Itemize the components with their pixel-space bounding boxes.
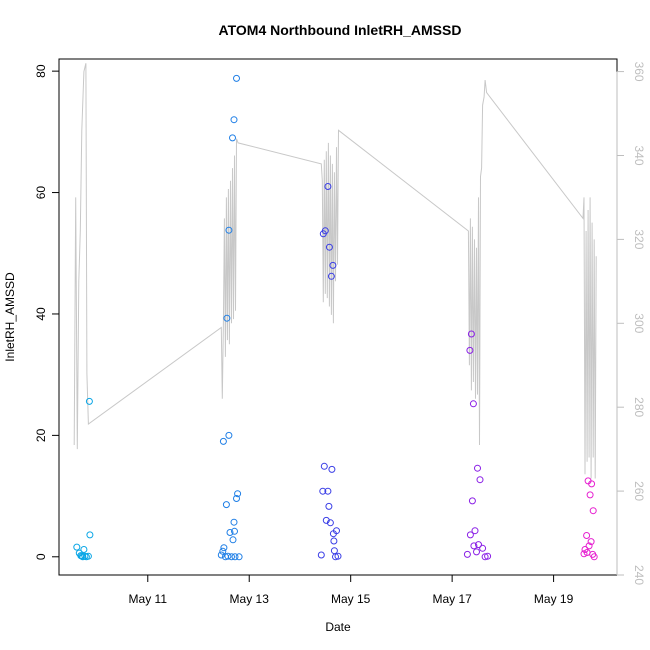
data-point: [586, 491, 594, 499]
y2-tick-label: 320: [632, 229, 646, 249]
data-point: [589, 507, 597, 515]
data-point: [325, 243, 333, 251]
data-point: [235, 553, 243, 561]
data-point: [219, 437, 227, 445]
data-point: [220, 544, 228, 552]
data-point: [468, 497, 476, 505]
data-point: [73, 543, 81, 551]
y2-tick-label: 260: [632, 481, 646, 501]
data-point: [330, 537, 338, 545]
data-point: [467, 330, 475, 338]
y-tick-label: 0: [34, 553, 48, 560]
data-point: [80, 546, 88, 553]
point-layer: [73, 74, 598, 561]
x-tick-label: May 11: [129, 592, 168, 606]
x-tick-label: May 17: [432, 592, 472, 606]
data-point: [225, 431, 233, 439]
data-point: [334, 552, 342, 560]
data-point: [224, 552, 232, 560]
chart-title: ATOM4 Northbound InletRH_AMSSD: [219, 22, 462, 38]
data-point: [85, 397, 93, 405]
series-line: [73, 63, 597, 479]
y-tick-label: 80: [34, 64, 48, 78]
data-point: [229, 536, 237, 544]
data-point: [469, 400, 477, 408]
data-point: [324, 183, 332, 190]
data-point: [321, 227, 329, 235]
data-point: [329, 530, 337, 538]
data-point: [223, 314, 231, 322]
data-point: [231, 527, 238, 535]
data-point: [319, 487, 327, 495]
data-point: [474, 464, 481, 472]
data-point: [589, 550, 597, 558]
y-axis-label: InletRH_AMSSD: [3, 272, 17, 362]
data-point: [585, 542, 593, 550]
data-point: [325, 502, 333, 510]
y2-tick-label: 300: [632, 313, 646, 333]
y-tick-label: 20: [34, 428, 48, 442]
y-tick-label: 60: [34, 186, 48, 200]
data-point: [320, 462, 328, 470]
data-point: [225, 226, 233, 234]
data-point: [228, 553, 235, 561]
y2-tick-label: 280: [632, 397, 646, 417]
data-point: [234, 490, 242, 498]
data-point: [219, 547, 227, 555]
data-point: [479, 544, 487, 552]
y2-tick-label: 340: [632, 145, 646, 165]
y-axis-right: 240 260 280 300 320 340 360: [616, 62, 646, 585]
x-axis-label: Date: [325, 620, 351, 634]
data-point: [231, 553, 239, 561]
data-point: [329, 261, 337, 269]
data-point: [588, 480, 596, 488]
x-tick-label: May 13: [230, 592, 270, 606]
data-point: [230, 518, 238, 526]
data-point: [324, 487, 332, 495]
data-point: [230, 116, 238, 124]
data-point: [233, 74, 240, 82]
data-point: [463, 550, 471, 558]
data-point: [330, 547, 338, 555]
data-point: [587, 538, 595, 546]
y-tick-label: 40: [34, 307, 48, 321]
data-point: [470, 542, 478, 550]
y-axis-left: 0 20 40 60 80: [34, 64, 59, 560]
data-point: [327, 272, 335, 280]
data-point: [475, 541, 482, 549]
data-point: [222, 501, 230, 509]
line-layer: [73, 63, 597, 479]
data-point: [583, 532, 591, 539]
x-tick-label: May 19: [534, 592, 574, 606]
data-point: [476, 476, 484, 484]
y2-tick-label: 360: [632, 62, 646, 82]
data-point: [466, 346, 474, 354]
data-point: [580, 550, 588, 558]
y2-tick-label: 240: [632, 565, 646, 585]
x-axis: May 11 May 13 May 15 May 17 May 19: [129, 575, 574, 606]
data-point: [326, 519, 334, 527]
data-point: [229, 134, 236, 142]
data-point: [226, 529, 234, 536]
data-point: [466, 531, 474, 539]
data-point: [84, 552, 92, 560]
data-point: [86, 531, 94, 539]
data-point: [328, 465, 336, 473]
x-tick-label: May 15: [331, 592, 371, 606]
data-point: [317, 551, 325, 559]
data-point: [217, 551, 225, 559]
data-point: [473, 548, 480, 556]
data-point: [233, 495, 240, 502]
data-point: [471, 527, 479, 535]
data-point: [484, 552, 492, 560]
